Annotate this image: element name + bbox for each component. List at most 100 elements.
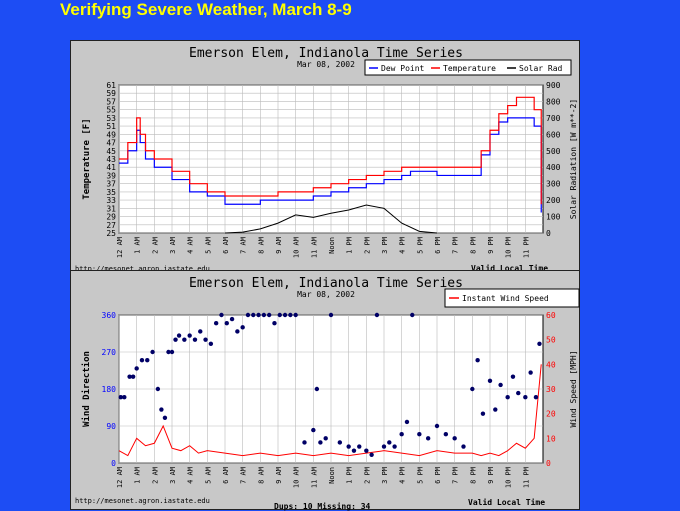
wind-direction-point bbox=[122, 395, 127, 400]
wind-direction-point bbox=[139, 358, 145, 363]
wind-direction-point bbox=[410, 312, 415, 318]
series-wind-speed bbox=[118, 364, 542, 457]
x-tick-label: 8 PM bbox=[469, 237, 477, 254]
x-tick-label: 1 PM bbox=[346, 237, 354, 254]
top-chart-panel: Emerson Elem, Indianola Time Series Mar 0… bbox=[70, 40, 580, 272]
y2-tick-label: 0 bbox=[546, 229, 551, 238]
wind-direction-point bbox=[127, 374, 132, 379]
wind-direction-point bbox=[224, 321, 229, 326]
chart-subtitle: Mar 08, 2002 bbox=[297, 290, 355, 299]
x-tick-label: 3 PM bbox=[381, 237, 389, 254]
y-tick-label: 51 bbox=[106, 122, 116, 131]
y-tick-label: 33 bbox=[106, 196, 116, 205]
wind-direction-point bbox=[192, 337, 198, 342]
bottom-chart-panel: Emerson Elem, Indianola Time Series Mar 0… bbox=[70, 270, 580, 511]
wind-direction-point bbox=[523, 395, 528, 400]
x-tick-label: 8 AM bbox=[257, 237, 265, 254]
wind-direction-point bbox=[118, 395, 123, 400]
x-tick-label: 9 PM bbox=[487, 237, 495, 254]
wind-direction-point bbox=[293, 312, 298, 318]
wind-direction-point bbox=[510, 374, 516, 379]
x-tick-label: 4 PM bbox=[399, 237, 407, 254]
wind-direction-point bbox=[208, 341, 214, 346]
x-tick-label: 1 PM bbox=[346, 467, 354, 484]
wind-direction-point bbox=[176, 333, 182, 338]
slide-title: Verifying Severe Weather, March 8-9 bbox=[60, 0, 352, 19]
y2-tick-label: 20 bbox=[546, 410, 556, 419]
wind-direction-point bbox=[537, 341, 542, 346]
y-tick-label: 53 bbox=[106, 114, 116, 123]
wind-direction-point bbox=[282, 312, 288, 318]
wind-direction-point bbox=[493, 407, 498, 412]
y-axis-label: Temperature [F] bbox=[82, 118, 92, 199]
x-tick-label: 3 AM bbox=[169, 467, 177, 484]
legend-entry: Solar Rad bbox=[519, 64, 563, 73]
wind-direction-point bbox=[346, 444, 351, 449]
wind-direction-point bbox=[369, 452, 374, 457]
x-tick-label: Noon bbox=[328, 467, 336, 484]
wind-direction-point bbox=[162, 415, 168, 420]
wind-direction-point bbox=[461, 444, 466, 449]
x-tick-label: 6 AM bbox=[222, 467, 230, 484]
y2-tick-label: 200 bbox=[546, 196, 561, 205]
wind-direction-point bbox=[374, 312, 380, 318]
x-tick-label: 6 PM bbox=[434, 467, 442, 484]
y2-tick-label: 900 bbox=[546, 81, 561, 90]
y-tick-label: 61 bbox=[106, 81, 116, 90]
y2-tick-label: 30 bbox=[546, 385, 556, 394]
legend-entry: Instant Wind Speed bbox=[462, 294, 549, 303]
legend-entry: Dew Point bbox=[381, 64, 425, 73]
x-tick-label: 2 PM bbox=[363, 237, 371, 254]
chart-source: http://mesonet.agron.iastate.edu bbox=[75, 497, 210, 505]
y-tick-label: 90 bbox=[106, 422, 116, 431]
x-tick-label: 11 AM bbox=[310, 237, 318, 258]
wind-direction-point bbox=[516, 390, 521, 396]
y2-tick-label: 60 bbox=[546, 311, 556, 320]
wind-direction-point bbox=[351, 448, 357, 453]
wind-direction-point bbox=[498, 382, 503, 388]
wind-direction-point bbox=[443, 432, 449, 437]
y2-tick-label: 10 bbox=[546, 434, 556, 443]
x-tick-label: 7 PM bbox=[452, 467, 460, 484]
y2-tick-label: 400 bbox=[546, 163, 561, 172]
wind-direction-point bbox=[272, 321, 277, 326]
wind-direction-point bbox=[364, 448, 369, 453]
y2-tick-label: 40 bbox=[546, 360, 556, 369]
wind-direction-point bbox=[417, 432, 422, 437]
wind-direction-point bbox=[452, 436, 457, 441]
x-tick-label: 4 AM bbox=[187, 467, 195, 484]
y-tick-label: 31 bbox=[106, 204, 116, 213]
x-tick-label: 11 PM bbox=[522, 237, 530, 258]
x-tick-label: 10 AM bbox=[293, 467, 301, 488]
wind-direction-point bbox=[261, 312, 267, 318]
y-tick-label: 29 bbox=[106, 213, 116, 222]
y2-tick-label: 500 bbox=[546, 147, 561, 156]
wind-direction-point bbox=[130, 374, 136, 379]
x-tick-label: 5 AM bbox=[204, 237, 212, 254]
x-tick-label: 12 AM bbox=[116, 237, 124, 258]
y2-tick-label: 300 bbox=[546, 180, 561, 189]
wind-direction-point bbox=[425, 436, 431, 441]
chart-footer: Dups: 10 Missing: 34 bbox=[274, 501, 371, 511]
y2-tick-label: 100 bbox=[546, 213, 561, 222]
y-tick-label: 43 bbox=[106, 155, 116, 164]
wind-direction-point bbox=[528, 370, 533, 375]
wind-direction-point bbox=[182, 337, 187, 342]
wind-direction-point bbox=[487, 378, 493, 383]
chart-subtitle: Mar 08, 2002 bbox=[297, 60, 355, 69]
wind-direction-point bbox=[392, 444, 397, 449]
x-axis-label: Valid Local Time bbox=[471, 263, 548, 272]
wind-direction-point bbox=[159, 407, 164, 412]
y2-tick-label: 800 bbox=[546, 97, 561, 106]
y-tick-label: 37 bbox=[106, 180, 116, 189]
wind-direction-point bbox=[229, 316, 235, 322]
wind-direction-point bbox=[475, 358, 480, 363]
wind-direction-point bbox=[150, 349, 155, 355]
y-tick-label: 25 bbox=[106, 229, 116, 238]
wind-direction-point bbox=[240, 325, 245, 330]
wind-direction-point bbox=[311, 427, 316, 433]
legend-entry: Temperature bbox=[443, 64, 496, 73]
x-tick-label: 1 AM bbox=[134, 467, 142, 484]
wind-direction-point bbox=[381, 444, 387, 449]
